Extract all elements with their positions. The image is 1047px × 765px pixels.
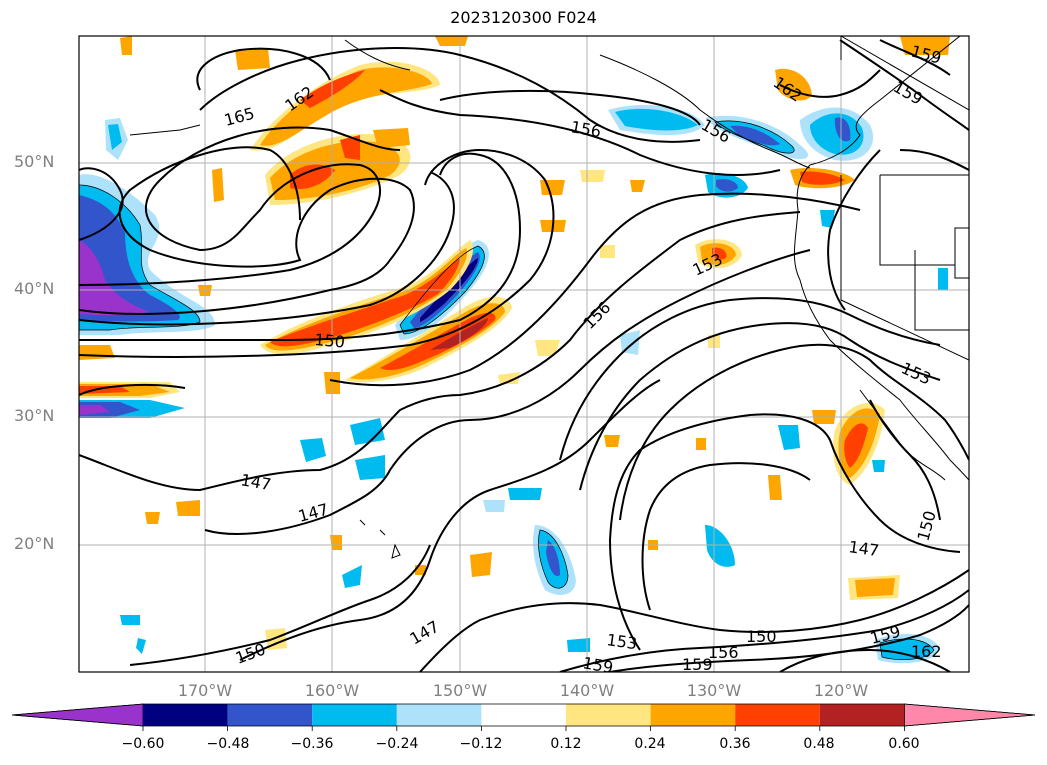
lat-label: 50°N	[14, 152, 55, 171]
lon-label: 150°W	[432, 681, 488, 700]
contours	[79, 39, 969, 672]
contour-label: 156	[579, 298, 614, 333]
contour-label: 147	[847, 537, 880, 560]
contour-label: 147	[296, 500, 330, 526]
contour-label: 156	[569, 117, 602, 141]
lat-label: 20°N	[14, 534, 55, 553]
contour-label: 162	[911, 642, 942, 661]
colorbar-extend-max	[904, 703, 1036, 727]
thin-contours	[79, 120, 935, 660]
colorbar-tick-label: −0.24	[375, 736, 419, 752]
colorbar-box	[227, 704, 313, 726]
lon-label: 160°W	[304, 681, 360, 700]
contour-label: 153	[898, 358, 934, 388]
contour-label: 156	[708, 643, 739, 662]
colorbar-tick-label: 0.60	[888, 736, 920, 752]
colorbar-box	[566, 704, 651, 726]
map-area: 165 162 156 156 159 159 162 153 156 150 …	[79, 36, 969, 677]
colorbar-tick-label: 0.24	[634, 736, 666, 752]
colorbar-tick-label: 0.36	[719, 736, 751, 752]
lon-label: 170°W	[177, 681, 233, 700]
colorbar-box	[396, 704, 482, 726]
contour-label: 159	[682, 655, 713, 674]
colorbar-box	[312, 704, 397, 726]
colorbar	[11, 703, 1036, 731]
colorbar-tick-label: −0.12	[459, 736, 503, 752]
colorbar-box	[819, 704, 905, 726]
colorbar-tick-label: −0.48	[206, 736, 250, 752]
contour-label: 153	[605, 630, 638, 653]
colorbar-tick-label: −0.60	[121, 736, 165, 752]
colorbar-box	[143, 704, 228, 726]
contour-label: 165	[222, 104, 256, 130]
lon-label: 130°W	[686, 681, 742, 700]
contour-label: 150	[314, 330, 346, 352]
contour-label: 150	[914, 509, 940, 543]
contour-label: 147	[407, 617, 443, 649]
map-frame	[78, 35, 970, 673]
coastlines	[129, 36, 969, 559]
contour-label: 147	[239, 470, 272, 494]
lon-label: 120°W	[813, 681, 869, 700]
lat-label: 30°N	[14, 406, 55, 425]
graticule	[79, 36, 969, 672]
colorbar-tick-label: 0.12	[550, 736, 582, 752]
positive-shading	[79, 36, 950, 650]
colorbar-box	[481, 704, 566, 726]
colorbar-extend-min	[11, 703, 144, 727]
lon-label: 140°W	[559, 681, 615, 700]
colorbar-tick-label: −0.36	[290, 736, 334, 752]
map-title: 2023120300 F024	[450, 8, 597, 27]
lat-label: 40°N	[14, 279, 55, 298]
colorbar-tick-label: 0.48	[803, 736, 835, 752]
colorbar-box	[650, 704, 736, 726]
contour-label: 159	[581, 653, 614, 677]
contour-label: 150	[746, 627, 777, 646]
contour-label: 150	[233, 639, 268, 667]
colorbar-box	[735, 704, 820, 726]
